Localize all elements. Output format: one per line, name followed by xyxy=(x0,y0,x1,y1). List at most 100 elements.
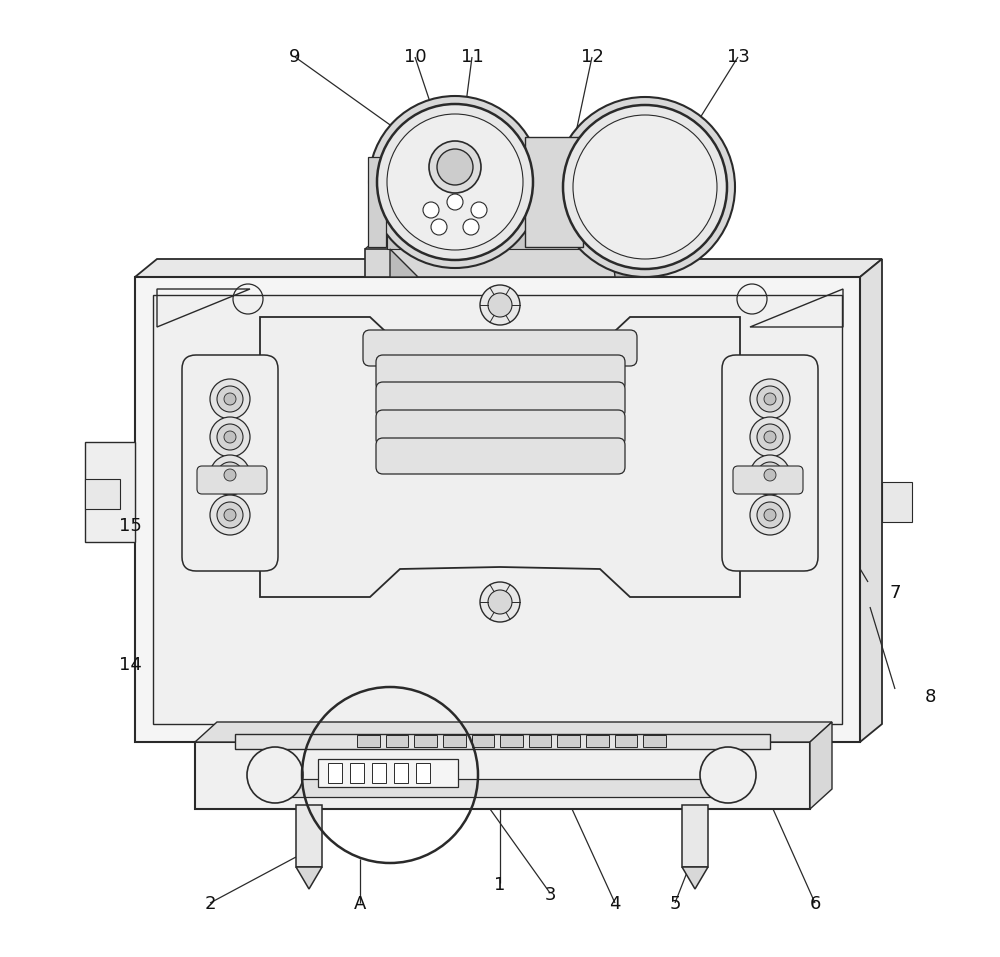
Polygon shape xyxy=(612,249,638,277)
Circle shape xyxy=(757,424,783,450)
Circle shape xyxy=(217,424,243,450)
Bar xyxy=(328,763,342,783)
Circle shape xyxy=(224,431,236,443)
Circle shape xyxy=(480,582,520,622)
Text: 6: 6 xyxy=(809,896,821,913)
Circle shape xyxy=(480,285,520,325)
FancyBboxPatch shape xyxy=(722,355,818,571)
Bar xyxy=(135,277,860,742)
Text: 14: 14 xyxy=(119,657,141,674)
Bar xyxy=(365,249,640,277)
Text: 9: 9 xyxy=(289,49,301,66)
Bar xyxy=(318,759,458,787)
Bar xyxy=(153,295,842,724)
Polygon shape xyxy=(612,249,638,277)
Circle shape xyxy=(555,97,735,277)
Circle shape xyxy=(224,509,236,521)
Circle shape xyxy=(224,393,236,405)
Text: 2: 2 xyxy=(204,896,216,913)
Bar xyxy=(270,779,735,797)
Bar xyxy=(372,763,386,783)
Circle shape xyxy=(437,149,473,185)
Text: 3: 3 xyxy=(544,886,556,903)
Bar xyxy=(357,735,380,747)
Text: 13: 13 xyxy=(727,49,749,66)
Circle shape xyxy=(750,495,790,535)
Circle shape xyxy=(750,379,790,419)
FancyBboxPatch shape xyxy=(182,355,278,571)
Circle shape xyxy=(757,462,783,488)
Circle shape xyxy=(750,455,790,495)
Text: 11: 11 xyxy=(461,49,483,66)
Bar xyxy=(586,735,609,747)
Bar xyxy=(682,805,708,867)
Bar xyxy=(85,479,120,509)
Bar xyxy=(195,742,810,809)
Circle shape xyxy=(387,114,523,250)
Bar xyxy=(500,735,523,747)
Polygon shape xyxy=(682,867,708,889)
FancyBboxPatch shape xyxy=(363,330,637,366)
Circle shape xyxy=(471,202,487,218)
Circle shape xyxy=(757,502,783,528)
Circle shape xyxy=(210,379,250,419)
Bar xyxy=(386,735,408,747)
Polygon shape xyxy=(810,722,832,809)
Bar xyxy=(387,231,662,249)
Circle shape xyxy=(210,455,250,495)
Bar xyxy=(416,763,430,783)
Text: 10: 10 xyxy=(404,49,426,66)
Circle shape xyxy=(210,495,250,535)
Bar xyxy=(235,734,770,749)
Bar xyxy=(882,482,912,522)
Polygon shape xyxy=(260,317,740,597)
FancyBboxPatch shape xyxy=(376,438,625,474)
Circle shape xyxy=(369,96,541,268)
Polygon shape xyxy=(390,249,418,277)
Text: 12: 12 xyxy=(581,49,603,66)
Text: 15: 15 xyxy=(119,518,141,535)
Polygon shape xyxy=(860,259,882,742)
Text: 4: 4 xyxy=(609,896,621,913)
Polygon shape xyxy=(135,259,882,277)
Circle shape xyxy=(217,462,243,488)
Text: 8: 8 xyxy=(924,688,936,705)
Bar xyxy=(529,735,551,747)
Bar xyxy=(443,735,466,747)
Text: 1: 1 xyxy=(494,877,506,894)
Text: 7: 7 xyxy=(889,585,901,602)
Circle shape xyxy=(750,417,790,457)
FancyBboxPatch shape xyxy=(733,466,803,494)
Circle shape xyxy=(377,104,533,260)
Text: 5: 5 xyxy=(669,896,681,913)
Circle shape xyxy=(247,747,303,803)
Circle shape xyxy=(423,202,439,218)
Circle shape xyxy=(217,386,243,412)
Circle shape xyxy=(700,747,756,803)
Polygon shape xyxy=(195,722,832,742)
Bar xyxy=(414,735,437,747)
Circle shape xyxy=(463,219,479,235)
Circle shape xyxy=(488,293,512,317)
Bar xyxy=(472,735,494,747)
Bar xyxy=(368,157,386,247)
Circle shape xyxy=(764,469,776,481)
Circle shape xyxy=(224,469,236,481)
FancyBboxPatch shape xyxy=(376,355,625,391)
FancyBboxPatch shape xyxy=(376,410,625,446)
Circle shape xyxy=(764,509,776,521)
FancyBboxPatch shape xyxy=(197,466,267,494)
Bar xyxy=(350,763,364,783)
Circle shape xyxy=(573,115,717,259)
Bar xyxy=(615,735,637,747)
Circle shape xyxy=(431,219,447,235)
Bar xyxy=(557,735,580,747)
Bar xyxy=(85,442,135,542)
Circle shape xyxy=(757,386,783,412)
Text: A: A xyxy=(354,896,366,913)
Bar xyxy=(296,805,322,867)
Bar xyxy=(643,735,666,747)
Circle shape xyxy=(764,393,776,405)
Circle shape xyxy=(563,105,727,269)
Circle shape xyxy=(429,141,481,193)
